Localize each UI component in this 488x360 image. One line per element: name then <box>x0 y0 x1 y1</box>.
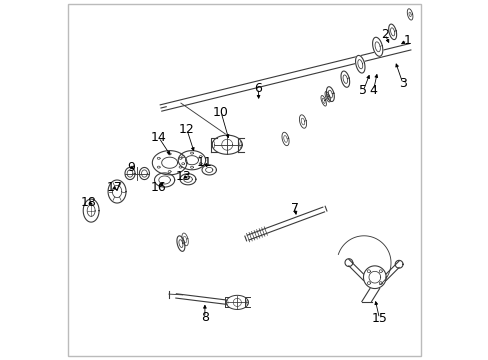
Text: 14: 14 <box>151 131 166 144</box>
Text: 3: 3 <box>398 77 406 90</box>
Polygon shape <box>363 266 386 288</box>
Text: 2: 2 <box>380 28 388 41</box>
Text: 15: 15 <box>371 312 386 325</box>
Polygon shape <box>388 24 396 40</box>
Text: 7: 7 <box>290 202 298 215</box>
Polygon shape <box>372 37 382 56</box>
Text: 16: 16 <box>151 181 166 194</box>
Polygon shape <box>355 55 364 73</box>
Polygon shape <box>212 135 242 154</box>
Text: 1: 1 <box>403 34 410 47</box>
Polygon shape <box>83 199 99 222</box>
Text: 8: 8 <box>201 311 208 324</box>
Text: 17: 17 <box>106 181 122 194</box>
Polygon shape <box>108 180 126 203</box>
Text: 5: 5 <box>359 84 366 97</box>
Polygon shape <box>407 9 412 20</box>
Text: 6: 6 <box>254 82 262 95</box>
Polygon shape <box>180 174 196 185</box>
Polygon shape <box>282 132 288 146</box>
Polygon shape <box>226 295 248 310</box>
Text: 9: 9 <box>127 161 135 174</box>
Polygon shape <box>154 173 174 187</box>
Polygon shape <box>202 165 216 175</box>
Polygon shape <box>320 95 325 106</box>
Polygon shape <box>178 150 205 170</box>
Text: 11: 11 <box>197 156 212 169</box>
Text: 13: 13 <box>175 170 191 183</box>
Polygon shape <box>152 150 186 175</box>
Text: 10: 10 <box>213 106 228 119</box>
Polygon shape <box>326 87 334 102</box>
Text: 18: 18 <box>80 196 96 209</box>
Polygon shape <box>182 233 188 246</box>
Polygon shape <box>325 91 330 102</box>
Text: 12: 12 <box>179 123 194 136</box>
Polygon shape <box>340 71 349 87</box>
Polygon shape <box>177 236 184 251</box>
Text: 4: 4 <box>369 84 377 97</box>
Polygon shape <box>299 115 306 128</box>
